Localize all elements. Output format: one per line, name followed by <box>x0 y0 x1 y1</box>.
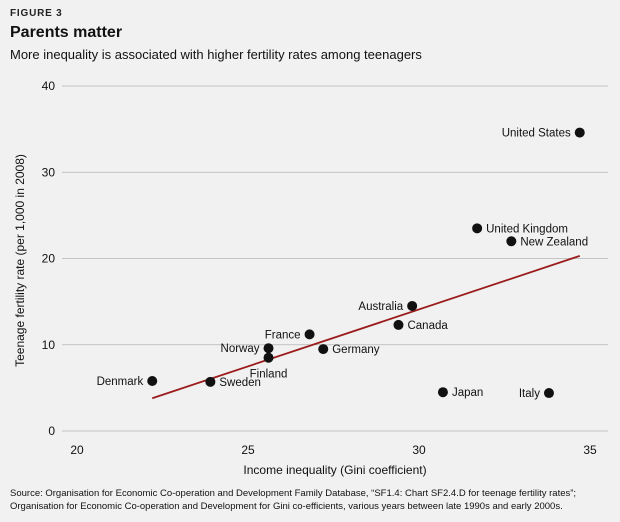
data-point-label: Canada <box>407 320 448 332</box>
data-point <box>304 329 315 340</box>
data-point <box>574 127 585 138</box>
data-point-label: Denmark <box>97 376 144 388</box>
x-tick-label: 25 <box>241 443 255 457</box>
x-tick-label: 30 <box>412 443 426 457</box>
data-point-label: Japan <box>452 387 483 399</box>
data-point <box>147 375 158 386</box>
y-tick-label: 0 <box>48 424 55 438</box>
y-tick-label: 20 <box>42 252 56 266</box>
chart-title: Parents matter <box>10 24 123 41</box>
y-tick-label: 10 <box>42 338 56 352</box>
data-point-label: Sweden <box>219 377 261 389</box>
data-point <box>437 387 448 398</box>
data-point <box>393 319 404 330</box>
data-point-label: Australia <box>358 301 403 313</box>
data-point <box>263 343 274 354</box>
scatter-chart: 0 10 20 30 40 20 25 30 35 Income inequality (Gini… <box>13 79 608 477</box>
y-axis-label: Teenage fertility rate (per 1,000 in 200… <box>13 154 27 367</box>
source-note: Source: Organisation for Economic Co-ope… <box>10 488 577 512</box>
data-point <box>263 352 274 363</box>
data-point <box>472 223 483 234</box>
data-point-label: Italy <box>519 388 540 400</box>
data-point-label: Norway <box>221 343 260 355</box>
data-point <box>205 376 216 387</box>
data-point-label: United Kingdom <box>486 223 568 235</box>
chart-subtitle: More inequality is associated with highe… <box>10 47 422 62</box>
data-point-label: France <box>265 329 301 341</box>
data-point <box>506 236 517 247</box>
data-point <box>543 388 554 399</box>
data-point-label: Finland <box>250 369 288 381</box>
data-point <box>318 344 329 355</box>
data-point-label: United States <box>502 128 571 140</box>
x-tick-label: 20 <box>70 443 84 457</box>
data-point-label: New Zealand <box>520 236 588 248</box>
data-point-label: Germany <box>332 344 380 356</box>
y-tick-label: 30 <box>42 165 56 179</box>
x-tick-label: 35 <box>583 443 597 457</box>
trend-line <box>151 255 581 400</box>
figure-label: FIGURE 3 <box>10 8 63 19</box>
x-axis-label: Income inequality (Gini coefficient) <box>243 463 426 477</box>
y-tick-label: 40 <box>42 79 56 93</box>
data-point <box>407 300 418 311</box>
